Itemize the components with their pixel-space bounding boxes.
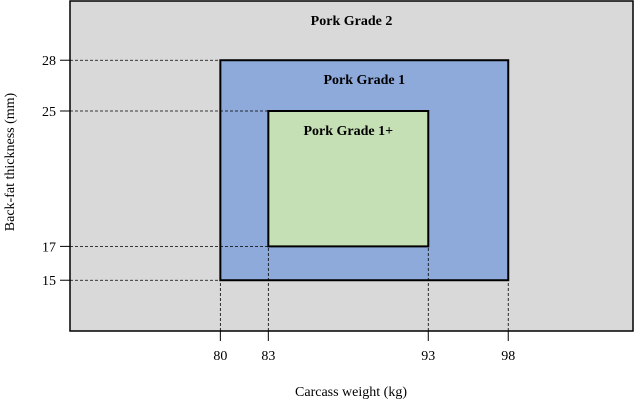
labels-layer: Pork Grade 2 Pork Grade 1 Pork Grade 1+ 28 2…: [42, 14, 515, 364]
x-tick-label-80: 80: [213, 349, 227, 364]
x-tick-label-98: 98: [501, 349, 515, 364]
y-tick-label-28: 28: [42, 54, 56, 69]
y-tick-label-17: 17: [42, 240, 56, 255]
pork-grade-2-label: Pork Grade 2: [311, 14, 393, 29]
pork-grade-1-plus-label: Pork Grade 1+: [303, 124, 393, 139]
guides-layer: [70, 59, 509, 331]
x-axis-title: Carcass weight (kg): [295, 385, 407, 400]
y-tick-label-25: 25: [42, 105, 56, 120]
y-tick-label-15: 15: [42, 274, 56, 289]
pork-grade-1-label: Pork Grade 1: [323, 73, 405, 88]
zones-layer: [69, 0, 634, 332]
ticks-layer: [60, 59, 509, 341]
y-axis-title: Back-fat thickness (mm): [3, 92, 18, 231]
x-tick-label-93: 93: [421, 349, 435, 364]
x-tick-label-83: 83: [261, 349, 275, 364]
pork-grade-1-plus-zone: [267, 110, 430, 248]
